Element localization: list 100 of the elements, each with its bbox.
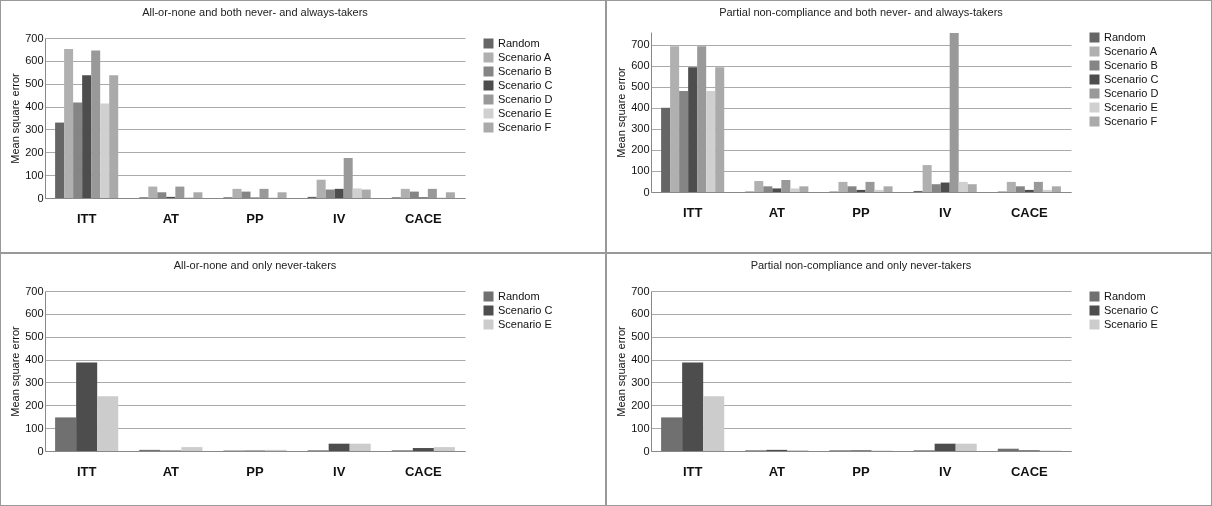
bar bbox=[259, 188, 269, 198]
bar bbox=[754, 181, 764, 192]
bar bbox=[277, 192, 287, 198]
x-tick-label: AT bbox=[768, 204, 786, 220]
legend-label: Scenario F bbox=[498, 120, 552, 133]
bar bbox=[1006, 181, 1016, 192]
legend-label: Scenario B bbox=[1104, 58, 1158, 71]
bar bbox=[91, 50, 101, 198]
legend-label: Scenario D bbox=[1104, 86, 1159, 99]
bar bbox=[343, 158, 353, 198]
x-tick-label: PP bbox=[852, 204, 870, 220]
bar bbox=[400, 188, 410, 198]
bar bbox=[688, 67, 698, 192]
y-tick-label: 600 bbox=[25, 54, 44, 67]
y-axis-title: Mean square error bbox=[615, 66, 628, 158]
y-tick-label: 0 bbox=[37, 191, 44, 204]
legend-label: Scenario E bbox=[1104, 317, 1158, 330]
bar bbox=[874, 189, 884, 192]
bar bbox=[781, 180, 791, 192]
y-tick-label: 100 bbox=[631, 421, 650, 434]
bar bbox=[883, 186, 893, 192]
bar bbox=[334, 188, 344, 198]
bar bbox=[55, 122, 65, 198]
y-tick-label: 600 bbox=[631, 307, 650, 320]
y-tick-label: 0 bbox=[37, 444, 44, 457]
y-tick-label: 0 bbox=[643, 444, 650, 457]
legend-label: Scenario D bbox=[498, 92, 553, 105]
bar bbox=[697, 46, 707, 192]
legend-label: Scenario C bbox=[1104, 303, 1159, 316]
bar bbox=[1033, 181, 1043, 192]
x-tick-label: IV bbox=[333, 463, 346, 479]
bar bbox=[76, 362, 98, 451]
y-tick-label: 600 bbox=[25, 307, 44, 320]
x-tick-label: CACE bbox=[1010, 463, 1049, 479]
bar bbox=[1024, 189, 1034, 192]
y-tick-label: 700 bbox=[631, 284, 650, 297]
y-tick-label: 300 bbox=[25, 122, 44, 135]
legend-label: Scenario F bbox=[1104, 114, 1158, 127]
y-tick-label: 600 bbox=[631, 59, 650, 72]
legend-label: Random bbox=[498, 36, 540, 49]
bar bbox=[799, 186, 809, 192]
bar bbox=[967, 184, 977, 192]
bar bbox=[427, 188, 437, 198]
x-tick-label: PP bbox=[852, 463, 870, 479]
bar bbox=[328, 443, 350, 451]
y-tick-label: 700 bbox=[631, 38, 650, 51]
y-tick-label: 500 bbox=[25, 77, 44, 90]
y-tick-label: 400 bbox=[631, 101, 650, 114]
y-tick-label: 400 bbox=[25, 100, 44, 113]
x-tick-label: ITT bbox=[682, 204, 703, 220]
legend-label: Random bbox=[1104, 30, 1146, 43]
bar bbox=[772, 188, 782, 192]
bar bbox=[181, 447, 203, 451]
chart-title: Partial non-compliance and both never- and always-takers bbox=[719, 6, 1004, 18]
bar bbox=[661, 107, 671, 192]
x-tick-label: ITT bbox=[76, 463, 97, 479]
bar bbox=[949, 33, 959, 192]
bar bbox=[1042, 189, 1052, 192]
y-axis-title: Mean square error bbox=[9, 72, 22, 164]
legend-label: Scenario E bbox=[498, 317, 552, 330]
bar bbox=[1051, 186, 1061, 192]
legend-label: Random bbox=[498, 289, 540, 302]
y-tick-label: 100 bbox=[631, 164, 650, 177]
y-tick-label: 200 bbox=[631, 143, 650, 156]
bar bbox=[97, 396, 119, 451]
bar bbox=[148, 186, 158, 198]
y-tick-label: 700 bbox=[25, 31, 44, 44]
bar bbox=[661, 417, 683, 451]
bar bbox=[955, 443, 977, 451]
legend-label: Scenario C bbox=[498, 78, 553, 91]
y-tick-label: 500 bbox=[25, 330, 44, 343]
x-tick-label: AT bbox=[768, 463, 786, 479]
y-tick-label: 300 bbox=[25, 375, 44, 388]
x-tick-label: CACE bbox=[1010, 204, 1049, 220]
bar bbox=[232, 188, 242, 198]
bar bbox=[856, 189, 866, 192]
x-tick-label: PP bbox=[246, 463, 264, 479]
bar bbox=[316, 179, 326, 198]
y-tick-label: 200 bbox=[631, 398, 650, 411]
bar bbox=[703, 396, 725, 451]
y-tick-label: 400 bbox=[25, 353, 44, 366]
x-tick-label: ITT bbox=[76, 210, 97, 226]
x-tick-label: CACE bbox=[404, 463, 443, 479]
y-tick-label: 300 bbox=[631, 375, 650, 388]
legend-label: Scenario A bbox=[1104, 44, 1158, 57]
x-tick-label: ITT bbox=[682, 463, 703, 479]
bar bbox=[352, 188, 362, 198]
legend-label: Scenario B bbox=[498, 64, 552, 77]
y-tick-label: 300 bbox=[631, 122, 650, 135]
y-tick-label: 500 bbox=[631, 330, 650, 343]
x-tick-label: AT bbox=[162, 210, 180, 226]
chart-title: Partial non-compliance and only never-takers bbox=[750, 259, 972, 271]
y-tick-label: 700 bbox=[25, 284, 44, 297]
legend-label: Random bbox=[1104, 289, 1146, 302]
bar bbox=[940, 182, 950, 192]
bar bbox=[175, 186, 185, 198]
legend-label: Scenario E bbox=[1104, 100, 1158, 113]
bar bbox=[433, 447, 455, 451]
bar bbox=[790, 188, 800, 192]
y-tick-label: 200 bbox=[25, 145, 44, 158]
